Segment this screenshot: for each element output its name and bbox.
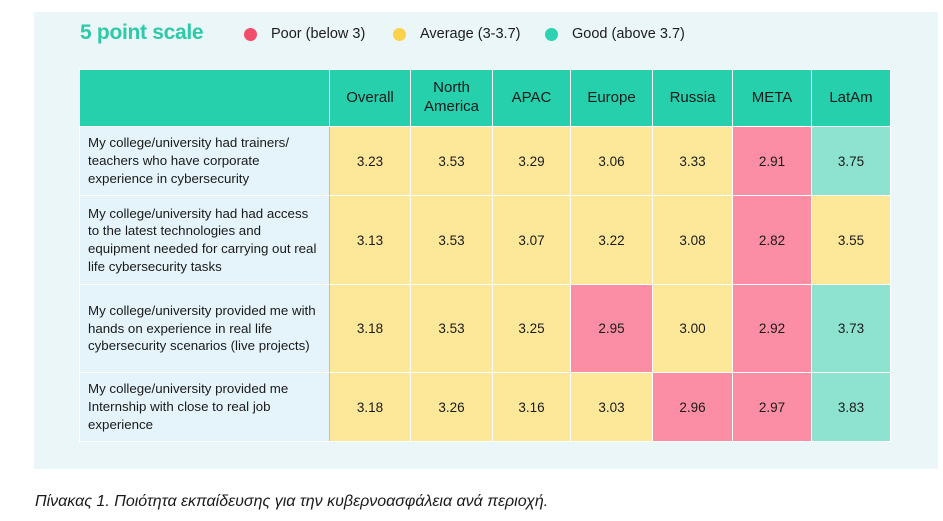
value-cell: 3.18 bbox=[329, 372, 411, 442]
legend-average-label: Average (3-3.7) bbox=[420, 26, 521, 42]
value-cell: 3.53 bbox=[410, 195, 493, 285]
column-header-latam: LatAm bbox=[811, 69, 891, 127]
value-cell: 3.16 bbox=[492, 372, 571, 442]
row-label: My college/university provided me Intern… bbox=[79, 372, 330, 442]
good-dot-icon bbox=[545, 27, 558, 41]
value-cell: 2.96 bbox=[652, 372, 733, 442]
table-row: My college/university provided me with h… bbox=[79, 284, 891, 373]
value-cell: 3.22 bbox=[570, 195, 653, 285]
header-blank-cell bbox=[79, 69, 330, 127]
row-label: My college/university had trainers/ teac… bbox=[79, 126, 330, 196]
value-cell: 3.25 bbox=[492, 284, 571, 373]
legend-good-label: Good (above 3.7) bbox=[572, 26, 685, 42]
value-cell: 3.07 bbox=[492, 195, 571, 285]
header-row: Overall North America APAC Europe Russia… bbox=[79, 69, 891, 127]
average-dot-icon bbox=[393, 27, 406, 41]
value-cell: 3.08 bbox=[652, 195, 733, 285]
column-header-apac: APAC bbox=[492, 69, 571, 127]
value-cell: 2.82 bbox=[732, 195, 812, 285]
column-header-overall: Overall bbox=[329, 69, 411, 127]
value-cell: 3.18 bbox=[329, 284, 411, 373]
legend-average: Average (3-3.7) bbox=[393, 26, 520, 42]
column-header-meta: META bbox=[732, 69, 812, 127]
scale-title: 5 point scale bbox=[80, 21, 204, 44]
value-cell: 2.97 bbox=[732, 372, 812, 442]
value-cell: 3.73 bbox=[811, 284, 891, 373]
column-header-russia: Russia bbox=[652, 69, 733, 127]
value-cell: 3.75 bbox=[811, 126, 891, 196]
row-label: My college/university provided me with h… bbox=[79, 284, 330, 373]
row-label: My college/university had had access to … bbox=[79, 195, 330, 285]
value-cell: 3.00 bbox=[652, 284, 733, 373]
value-cell: 3.55 bbox=[811, 195, 891, 285]
poor-dot-icon bbox=[244, 27, 257, 41]
value-cell: 3.06 bbox=[570, 126, 653, 196]
value-cell: 3.13 bbox=[329, 195, 411, 285]
value-cell: 3.53 bbox=[410, 284, 493, 373]
value-cell: 3.23 bbox=[329, 126, 411, 196]
table-row: My college/university had trainers/ teac… bbox=[79, 126, 891, 196]
value-cell: 3.26 bbox=[410, 372, 493, 442]
value-cell: 2.92 bbox=[732, 284, 812, 373]
legend-poor-label: Poor (below 3) bbox=[271, 26, 366, 42]
column-header-north-america: North America bbox=[410, 69, 493, 127]
value-cell: 3.83 bbox=[811, 372, 891, 442]
legend-poor: Poor (below 3) bbox=[244, 26, 365, 42]
column-header-europe: Europe bbox=[570, 69, 653, 127]
value-cell: 2.95 bbox=[570, 284, 653, 373]
ratings-table: Overall North America APAC Europe Russia… bbox=[79, 69, 891, 442]
value-cell: 3.29 bbox=[492, 126, 571, 196]
value-cell: 2.91 bbox=[732, 126, 812, 196]
value-cell: 3.03 bbox=[570, 372, 653, 442]
legend-good: Good (above 3.7) bbox=[545, 26, 685, 42]
figure-caption: Πίνακας 1. Ποιότητα εκπαίδευσης για την … bbox=[35, 493, 549, 510]
table-row: My college/university provided me Intern… bbox=[79, 372, 891, 442]
value-cell: 3.53 bbox=[410, 126, 493, 196]
table-row: My college/university had had access to … bbox=[79, 195, 891, 285]
value-cell: 3.33 bbox=[652, 126, 733, 196]
